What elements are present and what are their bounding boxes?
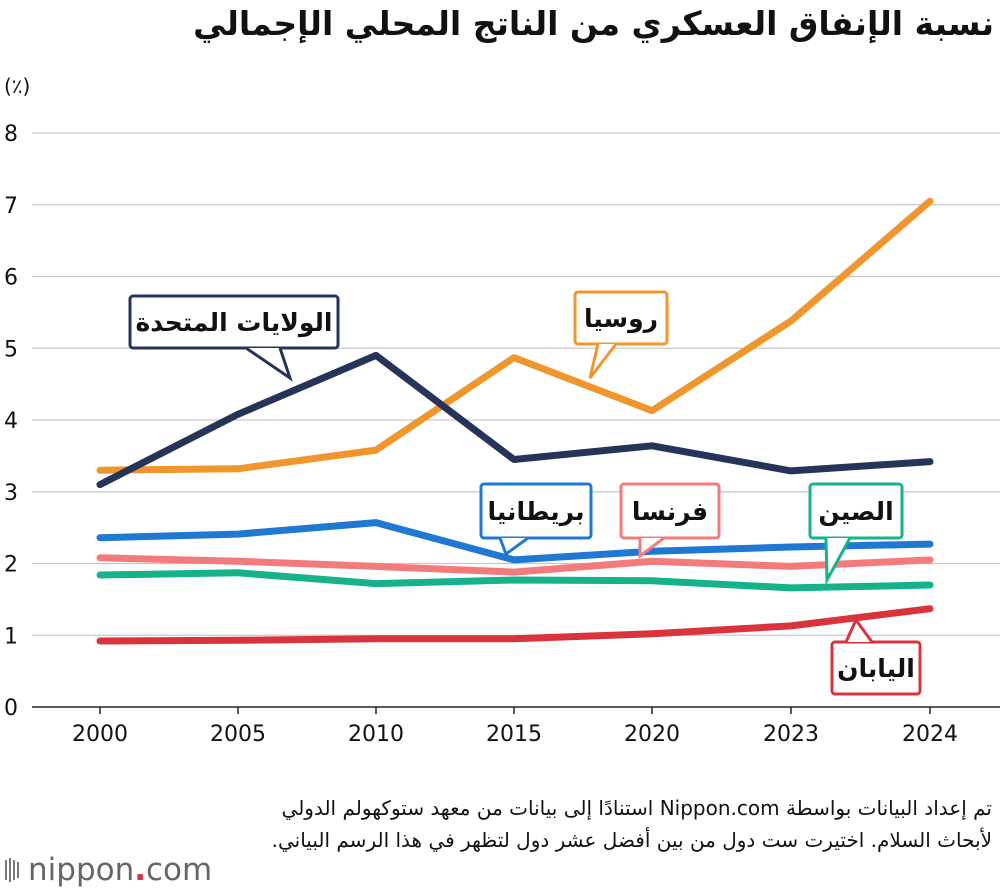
y-axis-unit-label: (٪) xyxy=(4,74,31,98)
logo-dot: . xyxy=(134,852,147,888)
y-tick-label: 2 xyxy=(4,553,18,578)
callout-box xyxy=(128,294,340,350)
logo-name: nippon xyxy=(28,852,135,888)
series-line-usa xyxy=(96,351,934,489)
x-tick-label: 2005 xyxy=(210,722,266,747)
callout-tail xyxy=(245,346,293,382)
callout-box xyxy=(619,482,721,540)
series-line-uk xyxy=(96,519,934,564)
series-line-china xyxy=(96,569,934,592)
series-line-russia xyxy=(96,197,934,474)
callout-box xyxy=(573,290,669,346)
callout-box xyxy=(830,640,922,696)
source-footnote: تم إعداد البيانات بواسطة Nippon.com استن… xyxy=(271,796,992,852)
callout-tail xyxy=(588,343,618,379)
y-tick-label: 5 xyxy=(4,337,18,362)
series-label-russia: روسيا xyxy=(584,304,658,334)
series-line-japan xyxy=(96,605,934,645)
x-tick-label: 2000 xyxy=(72,722,128,747)
callout-tail-fill xyxy=(846,620,872,642)
series-label-japan: اليابان xyxy=(837,654,915,683)
y-tick-label: 6 xyxy=(4,266,18,291)
callout-box xyxy=(808,482,904,540)
logo-suffix: com xyxy=(146,852,213,888)
nippon-logo: nippon. com xyxy=(4,852,212,888)
y-tick-label: 7 xyxy=(4,194,18,219)
series-label-usa: الولايات المتحدة xyxy=(136,308,333,338)
callout-uk: بريطانيا xyxy=(479,482,593,557)
callout-tail xyxy=(638,536,665,559)
callout-japan: اليابان xyxy=(830,617,922,696)
callout-russia: روسيا xyxy=(573,290,669,379)
callout-tail xyxy=(498,536,529,557)
y-tick-label: 1 xyxy=(4,624,18,649)
callout-usa: الولايات المتحدة xyxy=(128,294,340,382)
series-line-france xyxy=(96,554,934,576)
series-label-uk: بريطانيا xyxy=(487,497,584,527)
x-tick-label: 2023 xyxy=(763,722,819,747)
series-label-france: فرنسا xyxy=(632,497,708,527)
series-label-china: الصين xyxy=(818,497,893,527)
y-tick-label: 8 xyxy=(4,122,18,147)
callout-tail xyxy=(824,537,852,586)
callout-tail xyxy=(844,617,874,643)
callout-france: فرنسا xyxy=(619,482,721,559)
x-tick-label: 2015 xyxy=(486,722,542,747)
y-tick-label: 3 xyxy=(4,481,18,506)
callout-china: الصين xyxy=(808,482,904,586)
y-tick-label: 0 xyxy=(4,696,18,721)
x-tick-label: 2020 xyxy=(624,722,680,747)
y-tick-label: 4 xyxy=(4,409,18,434)
x-tick-label: 2010 xyxy=(348,722,404,747)
x-tick-label: 2024 xyxy=(902,722,958,747)
chart-title: نسبة الإنفاق العسكري من الناتج المحلي ال… xyxy=(193,4,994,43)
logo-bars-icon xyxy=(5,858,19,882)
callout-box xyxy=(479,482,593,540)
